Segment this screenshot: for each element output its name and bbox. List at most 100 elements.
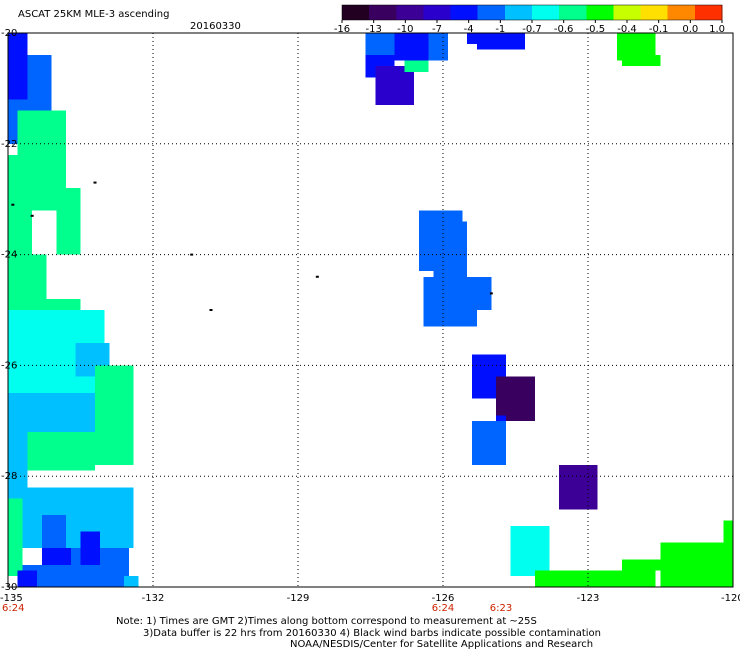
colorbar-swatch xyxy=(477,5,506,20)
colorbar-swatch xyxy=(532,5,560,20)
colorbar-label: 0.0 xyxy=(682,24,698,35)
data-cell xyxy=(496,415,506,421)
colorbar-label: -0.1 xyxy=(649,24,669,35)
data-cell xyxy=(559,465,598,510)
colorbar-label: -0.4 xyxy=(617,24,637,35)
data-cell xyxy=(41,548,71,565)
contamination-mark xyxy=(93,181,97,184)
data-cell xyxy=(472,420,506,466)
contamination-mark xyxy=(190,253,194,256)
data-cell xyxy=(41,514,66,554)
data-cell xyxy=(375,66,414,106)
y-tick-label: -20 xyxy=(1,28,17,39)
x-axis-ticks: -135 -132 -129 -126 -123 -120 xyxy=(0,593,740,604)
colorbar-swatch xyxy=(640,5,669,20)
colorbar-label: -10 xyxy=(397,24,413,35)
colorbar-label: -13 xyxy=(365,24,381,35)
contamination-marks xyxy=(11,181,493,311)
contamination-mark xyxy=(11,203,15,206)
data-cell xyxy=(510,526,550,576)
note-line-1: Note: 1) Times are GMT 2)Times along bot… xyxy=(116,616,537,627)
data-cell xyxy=(433,221,468,277)
data-cell xyxy=(621,55,661,67)
contamination-mark xyxy=(30,214,34,217)
x-tick-label: -120 xyxy=(721,593,740,604)
data-cell xyxy=(660,542,724,587)
data-cell xyxy=(80,531,100,565)
y-tick-label: -22 xyxy=(1,139,17,150)
time-label: 6:23 xyxy=(490,603,512,614)
data-cell xyxy=(476,44,526,50)
colorbar-swatch xyxy=(342,5,370,20)
colorbar-swatch xyxy=(694,5,723,20)
colorbar-label: 1.0 xyxy=(709,24,725,35)
data-cell xyxy=(70,548,129,587)
contamination-mark xyxy=(489,292,493,295)
y-tick-label: -30 xyxy=(1,582,17,593)
data-cell xyxy=(496,376,535,421)
data-cell xyxy=(467,33,526,45)
data-cell xyxy=(95,365,134,466)
y-axis-ticks: -20 -22 -24 -26 -28 -30 xyxy=(1,28,17,593)
grid-lines xyxy=(8,33,733,587)
data-cell xyxy=(27,431,95,471)
x-tick-label: -132 xyxy=(142,593,165,604)
colorbar-swatch xyxy=(396,5,424,20)
colorbar-swatch xyxy=(667,5,696,20)
x-tick-label: -123 xyxy=(577,593,600,604)
colorbar-swatch xyxy=(450,5,479,20)
colorbar-swatch xyxy=(586,5,614,20)
data-cell xyxy=(27,88,52,100)
contamination-mark xyxy=(209,309,213,311)
x-tick-label: -129 xyxy=(287,593,310,604)
chart-date: 20160330 xyxy=(190,21,241,32)
colorbar-label: -0.7 xyxy=(522,24,542,35)
data-cell xyxy=(8,420,28,488)
data-cell xyxy=(8,33,28,100)
time-label: 6:24 xyxy=(2,603,24,614)
data-cell xyxy=(394,33,429,61)
time-labels: 6:24 6:24 6:23 xyxy=(2,603,512,614)
colorbar-swatch xyxy=(504,5,533,20)
colorbar-label: -0.5 xyxy=(586,24,606,35)
y-tick-label: -24 xyxy=(1,250,17,261)
colorbar-swatch xyxy=(613,5,642,20)
data-cell xyxy=(8,498,23,576)
data-cell xyxy=(124,575,139,587)
colorbar-swatch xyxy=(559,5,587,20)
colorbar-labels: -16 -13 -10 -7 -4 -1 -0.7 -0.6 -0.5 -0.4 -0.1 0.0 1.… xyxy=(334,20,725,35)
plot-frame xyxy=(7,32,734,588)
data-cell xyxy=(17,110,67,155)
data-cell xyxy=(476,276,492,310)
colorbar-label: -1 xyxy=(495,24,505,35)
colorbar-swatch xyxy=(369,5,397,20)
note-line-3: NOAA/NESDIS/Center for Satellite Applica… xyxy=(290,639,593,650)
data-cell xyxy=(428,33,448,61)
data-cell xyxy=(56,188,81,255)
data-cell xyxy=(423,276,477,327)
time-label: 6:24 xyxy=(432,603,454,614)
data-cell xyxy=(534,570,656,587)
colorbar-swatch xyxy=(423,5,452,20)
x-tick-label: -126 xyxy=(432,593,455,604)
colorbar xyxy=(341,4,723,21)
colorbar-label: -4 xyxy=(464,24,474,35)
y-tick-label: -26 xyxy=(1,360,17,371)
data-cells xyxy=(8,33,733,587)
colorbar-label: -16 xyxy=(334,24,350,35)
data-cell xyxy=(404,60,429,72)
data-cell xyxy=(8,254,47,310)
chart-title: ASCAT 25KM MLE-3 ascending xyxy=(18,9,169,20)
x-tick-label: -135 xyxy=(0,593,23,604)
contamination-mark xyxy=(315,275,319,278)
data-cell xyxy=(621,559,661,571)
colorbar-label: -7 xyxy=(432,24,442,35)
data-cell xyxy=(27,55,52,89)
data-cell xyxy=(17,570,37,587)
note-line-2: 3)Data buffer is 22 hrs from 20160330 4)… xyxy=(143,628,601,639)
data-cell xyxy=(723,520,733,587)
data-cell xyxy=(8,210,33,255)
colorbar-label: -0.6 xyxy=(554,24,574,35)
y-tick-label: -28 xyxy=(1,471,17,482)
